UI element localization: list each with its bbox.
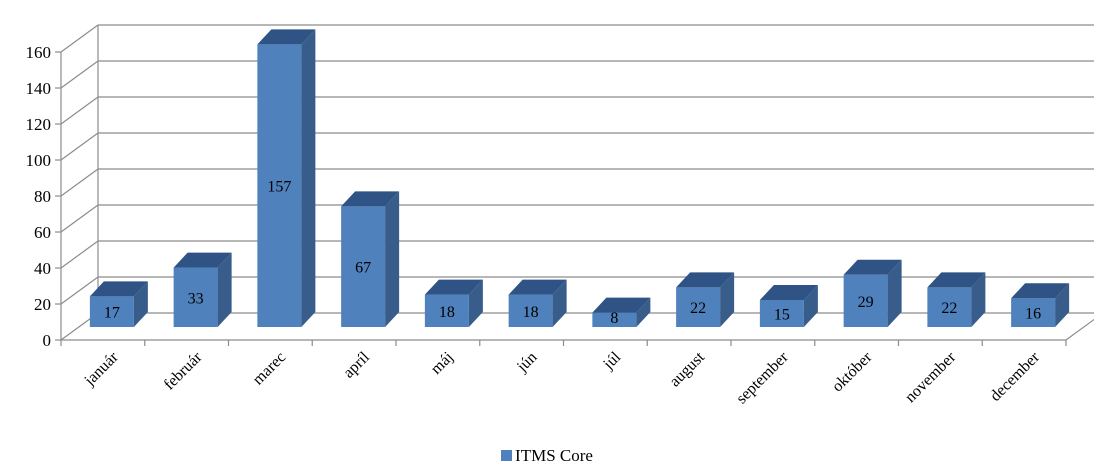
y-tick-label: 140 <box>26 79 52 98</box>
legend-label: ITMS Core <box>515 446 593 465</box>
bar: 18 <box>508 279 567 327</box>
bar-side <box>133 281 148 327</box>
bar: 67 <box>341 191 400 327</box>
y-tick-label: 0 <box>43 331 52 350</box>
bar: 22 <box>676 272 735 327</box>
category-label: jún <box>513 349 540 376</box>
bar-top <box>341 191 400 207</box>
bar-front <box>592 312 637 327</box>
data-label: 67 <box>355 260 371 277</box>
gridline-side <box>60 24 99 53</box>
chart-svg: 0 20 40 60 80 100 120 140 160 17 33 157 67 18 18 8 22 15 2… <box>26 24 1094 407</box>
bar-front <box>424 294 469 327</box>
data-label: 17 <box>104 305 120 322</box>
bar-top <box>89 281 148 297</box>
bar-top <box>759 285 818 300</box>
bar-side <box>636 297 651 327</box>
y-tick-label: 80 <box>34 187 51 206</box>
category-label: december <box>987 348 1043 404</box>
bar: 33 <box>173 252 232 327</box>
bar-side <box>887 259 902 327</box>
category-label: september <box>733 348 792 407</box>
bar-side <box>468 279 483 327</box>
category-label: júl <box>600 348 625 373</box>
bar-top <box>592 297 651 313</box>
category-label: marec <box>250 349 290 389</box>
y-axis: 0 20 40 60 80 100 120 140 160 <box>26 43 61 350</box>
gridline-side <box>60 240 99 269</box>
bar-top <box>508 279 567 295</box>
data-label: 18 <box>439 304 455 321</box>
bar: 17 <box>89 281 148 327</box>
category-label: august <box>666 348 708 390</box>
bar-front <box>843 274 888 327</box>
category-label: máj <box>428 349 457 378</box>
gridline-side <box>60 204 99 233</box>
legend: ITMS Core <box>0 446 1094 466</box>
category-label: január <box>81 348 122 389</box>
bar-side <box>971 272 986 327</box>
gridline-side <box>60 168 99 197</box>
y-tick-label: 100 <box>26 151 52 170</box>
bar-front <box>927 287 972 327</box>
data-label: 22 <box>941 300 957 317</box>
gridline-side <box>60 60 99 89</box>
bar: 157 <box>257 29 316 328</box>
data-label: 22 <box>690 300 706 317</box>
data-label: 8 <box>610 310 618 327</box>
bar-top <box>1011 283 1070 299</box>
bar-side <box>301 29 316 328</box>
bar-side <box>217 252 232 327</box>
bar: 16 <box>1011 283 1070 327</box>
bar: 15 <box>759 285 818 327</box>
bar: 29 <box>843 259 902 327</box>
legend-swatch <box>501 450 513 461</box>
y-tick-label: 160 <box>26 43 52 62</box>
data-label: 16 <box>1025 306 1041 323</box>
data-label: 15 <box>774 307 790 324</box>
category-label: apríl <box>340 348 373 381</box>
y-tick-label: 120 <box>26 115 52 134</box>
data-label: 157 <box>267 179 291 196</box>
data-label: 29 <box>858 294 874 311</box>
bar-front <box>676 287 721 327</box>
bar-front <box>257 44 302 328</box>
bar: 8 <box>592 297 651 327</box>
bar-side <box>720 272 735 327</box>
bar-top <box>424 279 483 295</box>
category-label: február <box>161 348 206 393</box>
category-label: október <box>829 348 876 395</box>
bar-side <box>1055 283 1070 327</box>
x-axis: január február marec apríl máj jún júl august se… <box>60 340 1067 407</box>
bar: 22 <box>927 272 986 327</box>
data-label: 18 <box>523 304 539 321</box>
bar: 18 <box>424 279 483 327</box>
bar-front <box>1011 298 1056 327</box>
gridline-side <box>60 96 99 125</box>
bar-top <box>927 272 986 288</box>
gridline-side <box>60 276 99 305</box>
bar-side <box>385 191 400 327</box>
bar-top <box>173 252 232 268</box>
data-label: 33 <box>188 290 204 307</box>
y-tick-label: 60 <box>34 223 51 242</box>
bar-top <box>676 272 735 288</box>
bar-top <box>257 29 316 45</box>
bar-front <box>341 206 386 327</box>
bar-front <box>89 296 134 327</box>
bar-front <box>759 300 804 327</box>
bar-top <box>843 259 902 275</box>
bar-side <box>552 279 567 327</box>
y-tick-label: 40 <box>34 259 51 278</box>
gridline-side <box>60 132 99 161</box>
floor-right-edge <box>1065 318 1094 341</box>
bar-side <box>803 285 818 327</box>
bar-front <box>173 267 218 327</box>
y-tick-label: 20 <box>34 295 51 314</box>
category-label: november <box>902 348 960 406</box>
bar-front <box>508 294 553 327</box>
bars: 17 33 157 67 18 18 8 22 15 29 22 16 <box>89 29 1070 328</box>
